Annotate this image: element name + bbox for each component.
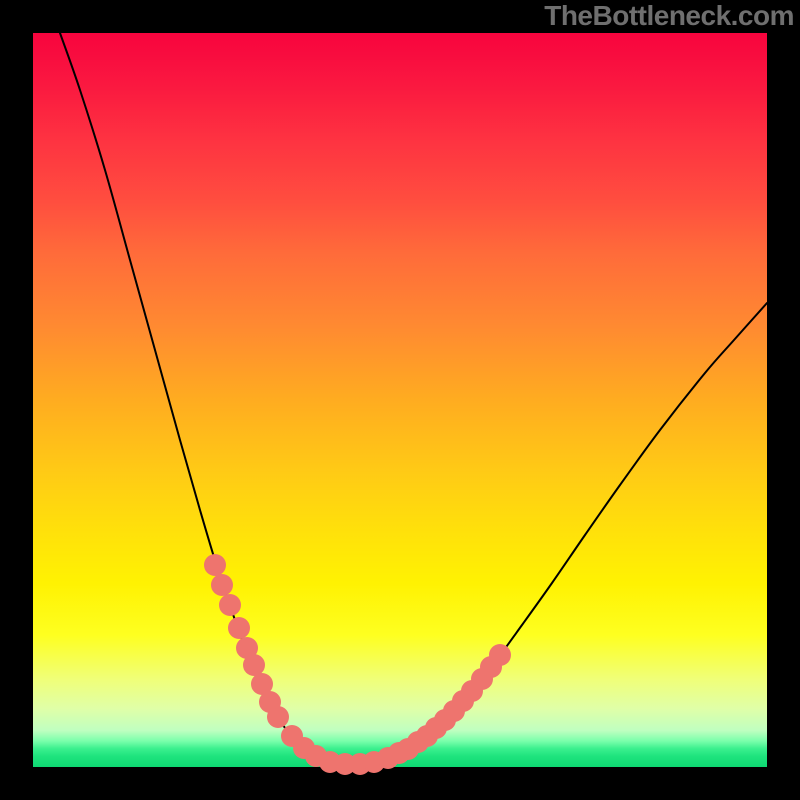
marker-point xyxy=(219,594,241,616)
frame-right xyxy=(767,0,800,800)
image-root: TheBottleneck.com xyxy=(0,0,800,800)
marker-point xyxy=(489,644,511,666)
watermark-label: TheBottleneck.com xyxy=(544,0,794,32)
marker-point xyxy=(211,574,233,596)
bottleneck-chart xyxy=(0,0,800,800)
marker-point xyxy=(267,706,289,728)
marker-point xyxy=(204,554,226,576)
marker-point xyxy=(243,654,265,676)
frame-left xyxy=(0,0,33,800)
chart-background xyxy=(33,33,767,767)
frame-bottom xyxy=(0,767,800,800)
marker-point xyxy=(228,617,250,639)
